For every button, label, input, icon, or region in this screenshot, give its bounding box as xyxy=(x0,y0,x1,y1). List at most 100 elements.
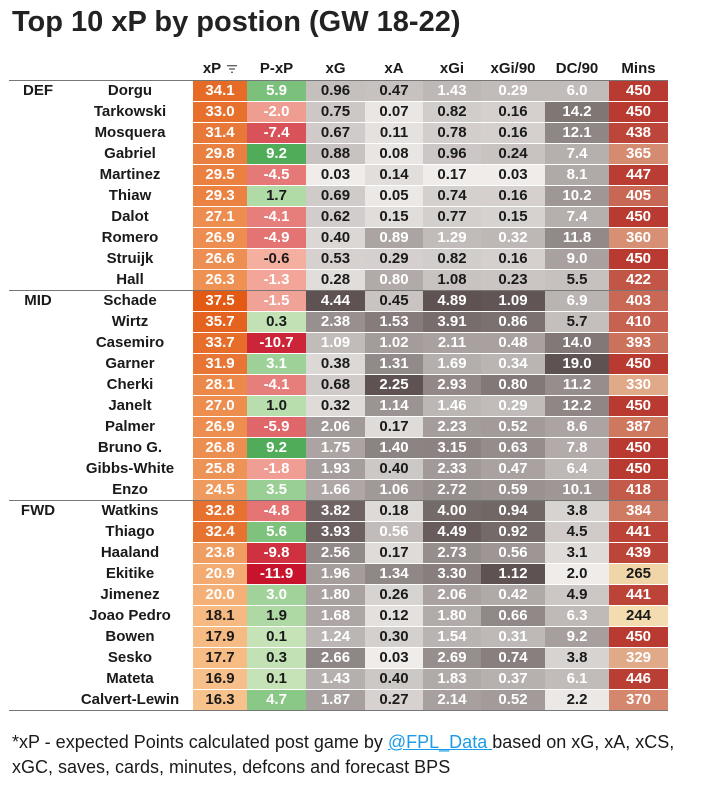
cell-xgi: 2.93 xyxy=(423,374,481,396)
fpl-data-link[interactable]: @FPL_Data xyxy=(387,732,493,752)
cell-xg: 0.28 xyxy=(306,269,365,291)
footnote-suffix: based on xG, xA, xCS, xGC, saves, cards,… xyxy=(12,732,675,777)
cell-xgi: 1.08 xyxy=(423,269,481,291)
cell-xgi: 3.30 xyxy=(423,563,481,585)
cell-mins: 329 xyxy=(609,647,668,669)
cell-pxp: 3.1 xyxy=(247,353,306,375)
header-xa[interactable]: xA xyxy=(365,58,423,81)
position-cell xyxy=(9,689,67,711)
sort-icon[interactable] xyxy=(227,59,238,79)
header-dc90[interactable]: DC/90 xyxy=(545,58,609,81)
player-name: Janelt xyxy=(67,395,193,417)
header-xp[interactable]: xP xyxy=(193,58,247,81)
player-name: Garner xyxy=(67,353,193,375)
player-name: Bowen xyxy=(67,626,193,648)
player-name: Gabriel xyxy=(67,143,193,165)
header-xg[interactable]: xG xyxy=(306,58,365,81)
cell-xgi90: 0.16 xyxy=(481,185,545,207)
stats-table: xP P-xP xG xA xGi xGi/90 DC/90 Mins DEF D… xyxy=(9,58,668,711)
cell-xgi: 0.82 xyxy=(423,101,481,123)
table-row: Bruno G. 26.8 9.2 1.75 1.40 3.15 0.63 7.8 450 xyxy=(9,437,668,459)
cell-mins: 450 xyxy=(609,458,668,480)
cell-xg: 0.32 xyxy=(306,395,365,417)
cell-xg: 0.40 xyxy=(306,227,365,249)
player-name: Jimenez xyxy=(67,584,193,606)
player-name: Romero xyxy=(67,227,193,249)
cell-xg: 0.62 xyxy=(306,206,365,228)
cell-xgi90: 0.24 xyxy=(481,143,545,165)
cell-xp: 37.5 xyxy=(193,290,247,312)
position-cell xyxy=(9,227,67,249)
cell-xa: 0.26 xyxy=(365,584,423,606)
cell-dc90: 7.4 xyxy=(545,143,609,165)
table-row: Mateta 16.9 0.1 1.43 0.40 1.83 0.37 6.1 446 xyxy=(9,668,668,690)
player-name: Calvert-Lewin xyxy=(67,689,193,711)
cell-dc90: 5.7 xyxy=(545,311,609,333)
cell-xa: 0.07 xyxy=(365,101,423,123)
cell-xgi: 0.74 xyxy=(423,185,481,207)
chart-title: Top 10 xP by postion (GW 18-22) xyxy=(12,6,461,38)
cell-dc90: 11.8 xyxy=(545,227,609,249)
cell-xp: 27.0 xyxy=(193,395,247,417)
cell-dc90: 10.2 xyxy=(545,185,609,207)
cell-pxp: 4.7 xyxy=(247,689,306,711)
cell-xgi: 0.77 xyxy=(423,206,481,228)
cell-xg: 0.96 xyxy=(306,80,365,102)
cell-dc90: 5.5 xyxy=(545,269,609,291)
player-name: Watkins xyxy=(67,500,193,522)
cell-xa: 0.27 xyxy=(365,689,423,711)
position-cell xyxy=(9,626,67,648)
cell-xp: 29.5 xyxy=(193,164,247,186)
cell-xgi90: 0.29 xyxy=(481,80,545,102)
cell-mins: 410 xyxy=(609,311,668,333)
position-cell xyxy=(9,101,67,123)
cell-xp: 33.0 xyxy=(193,101,247,123)
table-row: Ekitike 20.9 -11.9 1.96 1.34 3.30 1.12 2.0 265 xyxy=(9,563,668,585)
table-row: Palmer 26.9 -5.9 2.06 0.17 2.23 0.52 8.6 387 xyxy=(9,416,668,438)
table-row: Hall 26.3 -1.3 0.28 0.80 1.08 0.23 5.5 422 xyxy=(9,269,668,291)
cell-xgi90: 0.63 xyxy=(481,437,545,459)
header-mins[interactable]: Mins xyxy=(609,58,668,81)
table-row: Mosquera 31.4 -7.4 0.67 0.11 0.78 0.16 12.1 438 xyxy=(9,122,668,144)
cell-xgi90: 0.34 xyxy=(481,353,545,375)
cell-xgi90: 0.56 xyxy=(481,542,545,564)
cell-xp: 25.8 xyxy=(193,458,247,480)
cell-xgi90: 0.16 xyxy=(481,101,545,123)
position-cell xyxy=(9,206,67,228)
cell-xp: 17.7 xyxy=(193,647,247,669)
cell-xgi: 0.78 xyxy=(423,122,481,144)
cell-xgi90: 0.32 xyxy=(481,227,545,249)
cell-xa: 0.17 xyxy=(365,416,423,438)
header-xgi[interactable]: xGi xyxy=(423,58,481,81)
header-xgi90[interactable]: xGi/90 xyxy=(481,58,545,81)
cell-mins: 438 xyxy=(609,122,668,144)
cell-dc90: 14.2 xyxy=(545,101,609,123)
table-row: Martinez 29.5 -4.5 0.03 0.14 0.17 0.03 8.1 447 xyxy=(9,164,668,186)
position-cell xyxy=(9,143,67,165)
cell-mins: 446 xyxy=(609,668,668,690)
cell-mins: 365 xyxy=(609,143,668,165)
cell-xgi90: 0.42 xyxy=(481,584,545,606)
player-name: Dalot xyxy=(67,206,193,228)
cell-pxp: 0.3 xyxy=(247,311,306,333)
cell-xg: 1.66 xyxy=(306,479,365,501)
cell-pxp: -5.9 xyxy=(247,416,306,438)
cell-xp: 16.3 xyxy=(193,689,247,711)
cell-mins: 450 xyxy=(609,353,668,375)
cell-dc90: 8.1 xyxy=(545,164,609,186)
cell-dc90: 3.1 xyxy=(545,542,609,564)
cell-xp: 32.4 xyxy=(193,521,247,543)
cell-dc90: 10.1 xyxy=(545,479,609,501)
player-name: Bruno G. xyxy=(67,437,193,459)
cell-xa: 1.14 xyxy=(365,395,423,417)
cell-xg: 2.38 xyxy=(306,311,365,333)
header-pxp[interactable]: P-xP xyxy=(247,58,306,81)
cell-xa: 0.05 xyxy=(365,185,423,207)
cell-xgi90: 0.80 xyxy=(481,374,545,396)
cell-xg: 1.68 xyxy=(306,605,365,627)
cell-xgi90: 0.37 xyxy=(481,668,545,690)
cell-xgi90: 0.52 xyxy=(481,689,545,711)
cell-xa: 2.25 xyxy=(365,374,423,396)
cell-xp: 20.9 xyxy=(193,563,247,585)
cell-xg: 0.03 xyxy=(306,164,365,186)
